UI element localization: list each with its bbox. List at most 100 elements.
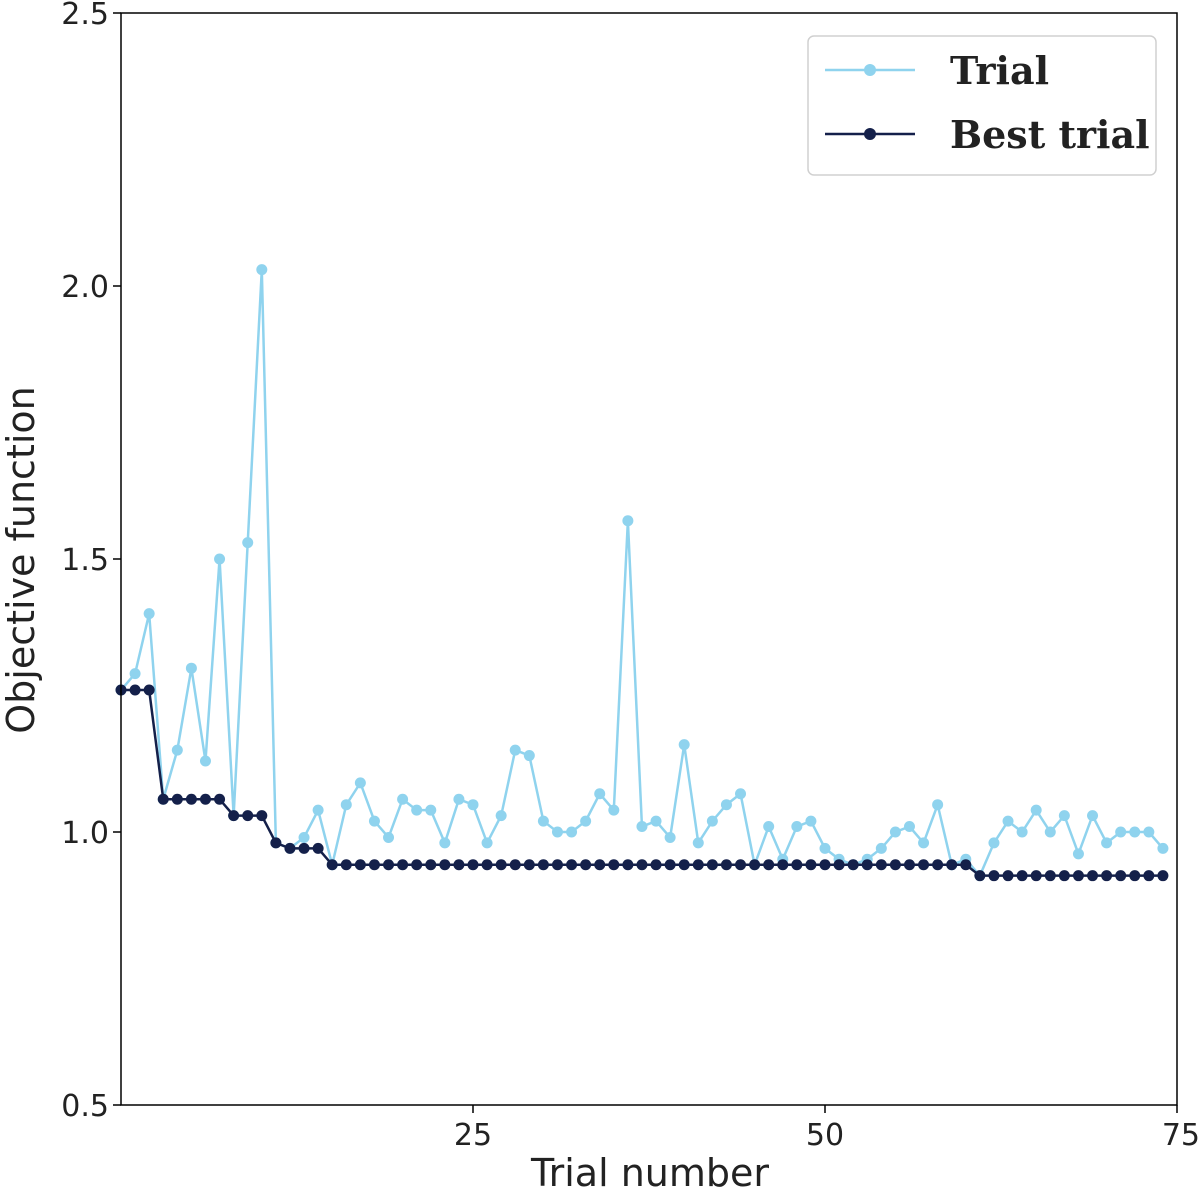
best-trial-point <box>1058 870 1070 882</box>
best-trial-point <box>1115 870 1127 882</box>
trial-point <box>509 744 521 756</box>
trial-point <box>1087 810 1099 822</box>
best-trial-point <box>284 842 296 854</box>
trial-point <box>354 777 366 789</box>
best-trial-point <box>354 859 366 871</box>
best-trial-point <box>551 859 563 871</box>
best-trial-point <box>805 859 817 871</box>
best-trial-point <box>523 859 535 871</box>
y-tick-label: 2.5 <box>61 0 109 32</box>
trial-point <box>298 831 310 843</box>
trial-point <box>411 804 423 816</box>
best-trial-point <box>903 859 915 871</box>
trial-point <box>692 837 704 849</box>
best-trial-point <box>847 859 859 871</box>
y-tick-label: 0.5 <box>61 1089 109 1124</box>
best-trial-point <box>636 859 648 871</box>
trial-point <box>678 739 690 751</box>
trial-point <box>819 842 831 854</box>
trial-point <box>1058 810 1070 822</box>
trial-point <box>791 821 803 833</box>
best-trial-point <box>735 859 747 871</box>
trial-point <box>537 815 549 827</box>
trial-point <box>551 826 563 838</box>
trial-point <box>425 804 437 816</box>
best-trial-point <box>397 859 409 871</box>
trial-point <box>1157 842 1169 854</box>
best-trial-point <box>439 859 451 871</box>
trial-point <box>805 815 817 827</box>
best-trial-point <box>833 859 845 871</box>
trial-point <box>918 837 930 849</box>
best-trial-point <box>537 859 549 871</box>
trial-point <box>312 804 324 816</box>
best-trial-point <box>340 859 352 871</box>
best-trial-point <box>481 859 493 871</box>
trial-point <box>143 608 155 620</box>
best-trial-point <box>467 859 479 871</box>
best-trial-point <box>270 837 282 849</box>
best-trial-point <box>664 859 676 871</box>
trial-point <box>214 553 226 565</box>
trial-point <box>523 750 535 762</box>
best-trial-point <box>791 859 803 871</box>
best-trial-point <box>777 859 789 871</box>
trial-point <box>566 826 578 838</box>
best-trial-point <box>720 859 732 871</box>
x-tick-label: 75 <box>1162 1118 1200 1153</box>
trial-point <box>1016 826 1028 838</box>
best-trial-point <box>1002 870 1014 882</box>
legend-best-trial-label: Best trial <box>950 112 1150 157</box>
best-trial-point <box>1016 870 1028 882</box>
trial-point <box>650 815 662 827</box>
trial-point <box>903 821 915 833</box>
trial-point <box>171 744 183 756</box>
best-trial-point <box>932 859 944 871</box>
trial-point <box>636 821 648 833</box>
best-trial-point <box>1030 870 1042 882</box>
trial-point <box>988 837 1000 849</box>
plot-frame <box>120 12 1178 1106</box>
best-trial-point <box>918 859 930 871</box>
best-trial-point <box>368 859 380 871</box>
best-trial-point <box>889 859 901 871</box>
best-trial-point <box>594 859 606 871</box>
best-trial-point <box>763 859 775 871</box>
best-trial-point <box>185 793 197 805</box>
best-trial-point <box>453 859 465 871</box>
trial-series-line <box>120 269 1164 879</box>
x-axis-title: Trial number <box>530 1151 769 1195</box>
best-trial-point <box>974 870 986 882</box>
best-trial-point <box>608 859 620 871</box>
y-tick-label: 2.0 <box>61 270 109 305</box>
y-tick-label: 1.5 <box>61 543 109 578</box>
best-trial-point <box>1101 870 1113 882</box>
trial-point <box>467 799 479 811</box>
best-trial-point <box>256 810 268 822</box>
best-trial-point <box>129 684 141 696</box>
best-trial-point <box>495 859 507 871</box>
trial-point <box>664 831 676 843</box>
best-trial-point <box>425 859 437 871</box>
best-trial-point <box>650 859 662 871</box>
trial-point <box>397 793 409 805</box>
trial-point <box>622 515 634 527</box>
trial-point <box>185 662 197 674</box>
trial-point <box>735 788 747 800</box>
trial-point <box>889 826 901 838</box>
x-tick-label: 50 <box>806 1118 844 1153</box>
best-trial-point <box>946 859 958 871</box>
y-axis-title: Objective function <box>0 386 43 734</box>
best-trial-point <box>960 859 972 871</box>
trial-point <box>875 842 887 854</box>
trial-point <box>608 804 620 816</box>
trial-point <box>1143 826 1155 838</box>
trial-point <box>199 755 211 767</box>
best-trial-point <box>566 859 578 871</box>
trial-point <box>720 799 732 811</box>
best-trial-point <box>861 859 873 871</box>
trial-point <box>495 810 507 822</box>
best-trial-point <box>1072 870 1084 882</box>
best-trial-point <box>1087 870 1099 882</box>
